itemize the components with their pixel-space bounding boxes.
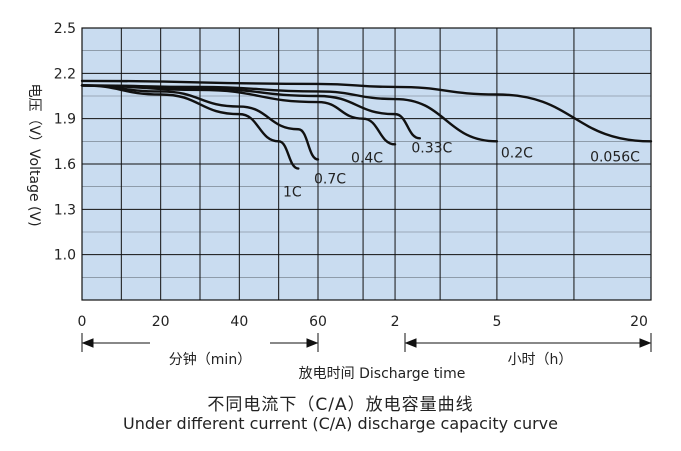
curve-1C: [80, 84, 300, 170]
y-tick-label: 1.6: [54, 157, 76, 173]
y-tick-label: 2.2: [54, 66, 76, 82]
y-tick-label: 1.3: [54, 202, 76, 218]
y-tick-labels: 2.5 2.2 1.9 1.6 1.3 1.0: [54, 21, 76, 264]
x-tick-label: 20: [152, 314, 170, 330]
plot-frame: [81, 27, 652, 301]
x-tick-labels: 0 20 40 60 2 5 20: [78, 314, 648, 330]
x-tick-label: 0: [78, 314, 87, 330]
minutes-label-bg: [150, 334, 270, 352]
curve-label: 0.33C: [411, 140, 452, 156]
y-tick-label: 2.5: [54, 21, 76, 37]
y-tick-label: 1.0: [54, 248, 76, 264]
curve-label: 1C: [283, 185, 302, 201]
x-tick-label: 60: [309, 314, 327, 330]
curve-label: 0.7C: [314, 171, 346, 187]
curve-label: 0.4C: [351, 150, 383, 166]
caption-english: Under different current (C/A) discharge …: [123, 414, 558, 433]
y-axis-label: 电压（V）Voltage (V): [26, 83, 42, 226]
curve-0_2C: [80, 84, 499, 143]
curve-label: 0.2C: [501, 145, 533, 161]
x-hours-label: 小时（h）: [508, 352, 573, 368]
x-tick-label: 2: [391, 314, 400, 330]
x-minutes-label: 分钟（min）: [169, 351, 251, 368]
curve-0_7C: [80, 84, 320, 161]
x-tick-label: 20: [630, 314, 648, 330]
curve-0_056C: [80, 79, 653, 143]
caption-chinese: 不同电流下（C/A）放电容量曲线: [207, 395, 474, 415]
grid-lines: [82, 28, 651, 300]
discharge-curves: [80, 79, 653, 170]
curve-labels: 1C 0.7C 0.4C 0.33C 0.2C 0.056C: [283, 140, 640, 200]
x-axis-label: 放电时间 Discharge time: [299, 366, 466, 382]
y-tick-label: 1.9: [54, 112, 76, 128]
x-tick-label: 5: [492, 314, 501, 330]
curve-label: 0.056C: [590, 149, 640, 165]
x-tick-label: 40: [230, 314, 248, 330]
